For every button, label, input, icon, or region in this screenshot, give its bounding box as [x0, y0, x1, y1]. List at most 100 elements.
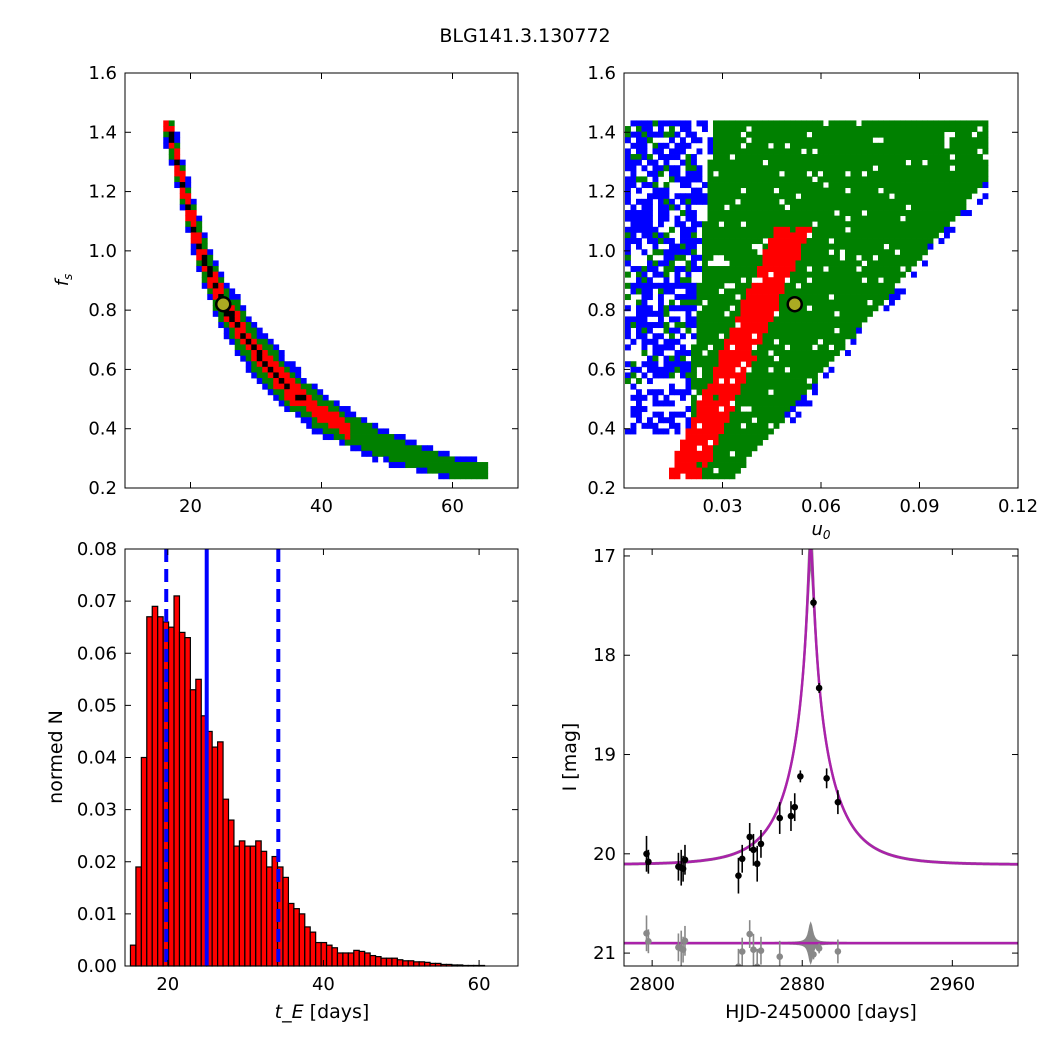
p2-heatmap-cell [806, 238, 813, 245]
p2-heatmap-cell [735, 445, 741, 452]
p1-heatmap-cell [361, 422, 368, 429]
p2-heatmap-cell [801, 221, 807, 228]
p2-heatmap-cell [905, 170, 912, 177]
p2-heatmap-cell [883, 277, 890, 284]
p2-heatmap-cell [757, 322, 763, 329]
p2-heatmap-cell [630, 422, 637, 429]
p1-heatmap-cell [185, 204, 192, 211]
p2-heatmap-cell [724, 473, 730, 480]
p2-heatmap-cell [762, 187, 769, 194]
p1-heatmap-cell [212, 282, 219, 289]
p2-heatmap-cell [878, 165, 884, 172]
p2-heatmap-cell [839, 204, 846, 211]
p1-heatmap-cell [416, 445, 423, 452]
p2-heatmap-cell [625, 198, 631, 205]
p2-heatmap-cell [663, 198, 670, 205]
p2-heatmap-cell [801, 154, 807, 161]
p2-heatmap-cell [674, 142, 681, 149]
p2-heatmap-cell [713, 277, 719, 284]
p2-heatmap-cell [751, 131, 758, 138]
p2-heatmap-cell [625, 322, 631, 329]
p2-heatmap-cell [691, 434, 697, 441]
p2-heatmap-cell [757, 221, 763, 228]
p2-heatmap-cell [718, 417, 725, 424]
p2-heatmap-cell [790, 210, 796, 217]
p2-heatmap-cell [905, 243, 912, 250]
p2-heatmap-cell [751, 366, 758, 373]
p2-heatmap-cell [652, 266, 659, 273]
p2-heatmap-cell [900, 170, 906, 177]
p2-heatmap-cell [729, 322, 736, 329]
p2-ytick-label: 0.4 [587, 419, 616, 440]
p1-heatmap-cell [234, 333, 241, 340]
p1-heatmap-cell [449, 456, 456, 463]
p2-heatmap-cell [856, 176, 862, 183]
p1-heatmap-cell [174, 170, 181, 177]
p2-heatmap-cell [790, 137, 796, 144]
p2-heatmap-cell [916, 243, 923, 250]
p2-heatmap-cell [652, 400, 659, 407]
p2-heatmap-cell [768, 355, 774, 362]
p2-heatmap-cell [680, 142, 686, 149]
p2-heatmap-cell [740, 126, 747, 133]
p1-heatmap-cell [251, 322, 258, 329]
p2-heatmap-cell [889, 182, 895, 189]
p2-heatmap-cell [630, 204, 637, 211]
p2-heatmap-cell [724, 389, 730, 396]
p2-heatmap-cell [883, 226, 890, 233]
p2-heatmap-cell [674, 462, 681, 469]
p1-heatmap-cell [284, 378, 291, 385]
p2-heatmap-cell [630, 221, 637, 228]
p2-heatmap-cell [795, 142, 802, 149]
p2-heatmap-cell [702, 333, 708, 340]
p1-heatmap-cell [201, 238, 208, 245]
p2-heatmap-cell [933, 142, 939, 149]
p2-heatmap-cell [707, 434, 714, 441]
p2-heatmap-cell [850, 254, 857, 261]
p2-heatmap-cell [658, 316, 664, 323]
p2-heatmap-cell [685, 243, 692, 250]
p1-heatmap-cell [344, 428, 351, 435]
p1-heatmap-cell [185, 193, 192, 200]
p2-heatmap-cell [779, 322, 785, 329]
p2-heatmap-cell [724, 193, 730, 200]
p2-heatmap-cell [696, 473, 703, 480]
p2-heatmap-cell [647, 389, 653, 396]
p1-heatmap-cell [168, 120, 175, 127]
p2-heatmap-cell [740, 137, 747, 144]
p2-heatmap-cell [746, 361, 752, 368]
p1-heatmap-cell [284, 361, 291, 368]
p2-heatmap-cell [762, 215, 769, 222]
p2-heatmap-cell [652, 338, 659, 345]
p2-heatmap-cell [867, 271, 873, 278]
p2-heatmap-cell [779, 361, 785, 368]
p1-ytick-label: 1.0 [88, 241, 117, 262]
p2-heatmap-cell [751, 254, 758, 261]
p1-heatmap-cell [410, 445, 417, 452]
p2-heatmap-cell [933, 126, 939, 133]
p1-heatmap-cell [267, 383, 274, 390]
p1-heatmap-cell [267, 372, 274, 379]
p2-heatmap-cell [795, 215, 802, 222]
p1-heatmap-cell [240, 322, 247, 329]
p2-heatmap-cell [707, 142, 714, 149]
p2-heatmap-cell [757, 355, 763, 362]
p2-heatmap-cell [922, 221, 928, 228]
p2-heatmap-cell [713, 165, 719, 172]
p2-heatmap-cell [779, 226, 785, 233]
p2-heatmap-cell [625, 165, 631, 172]
p2-heatmap-cell [729, 126, 736, 133]
p2-heatmap-cell [812, 204, 818, 211]
p2-heatmap-cell [779, 182, 785, 189]
p2-heatmap-cell [872, 126, 879, 133]
p2-heatmap-cell [856, 327, 862, 334]
p2-heatmap-cell [889, 294, 895, 301]
p2-heatmap-cell [938, 170, 945, 177]
p2-heatmap-cell [960, 170, 967, 177]
p2-heatmap-cell [685, 389, 692, 396]
p2-heatmap-cell [702, 394, 708, 401]
p2-heatmap-cell [751, 305, 758, 312]
p2-heatmap-cell [680, 294, 686, 301]
p1-heatmap-cell [350, 411, 357, 418]
p2-heatmap-cell [641, 344, 648, 351]
